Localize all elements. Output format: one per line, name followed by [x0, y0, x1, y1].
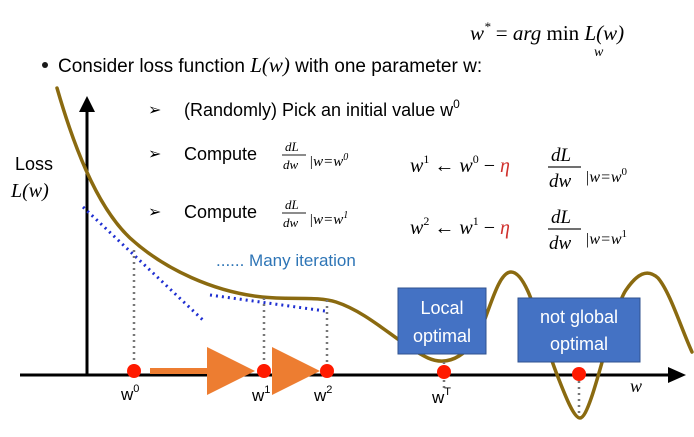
local-optimal-line2: optimal	[413, 326, 471, 346]
step-arrow: ➢	[148, 102, 161, 119]
point-wt	[437, 365, 451, 379]
step-3-cond: |w=w1	[309, 210, 348, 228]
step-2-cond: |w=w0	[309, 152, 348, 170]
rule-2-num: dL	[551, 207, 571, 228]
point-w2	[320, 364, 334, 378]
point-w0	[127, 364, 141, 378]
local-optimal-box	[397, 287, 487, 355]
bullet-dot	[42, 62, 48, 68]
objective-formula: w* = arg min L(w)	[470, 19, 624, 45]
update-rule-2: w2 ← w1 − η	[410, 214, 510, 239]
objective-formula-subscript: w	[594, 45, 604, 60]
point-nonglobal	[572, 367, 586, 381]
step-2-num: dL	[285, 139, 299, 154]
step-3-text: Compute	[184, 202, 257, 222]
label-wt: wT	[431, 386, 451, 407]
update-rule-1: w1 ← w0 − η	[410, 152, 510, 177]
bullet-text: Consider loss function L(w) with one par…	[58, 53, 482, 77]
x-axis-label: w	[630, 376, 642, 396]
x-axis-arrowhead	[668, 367, 686, 383]
step-3-den: dw	[283, 215, 299, 230]
rule-1-cond: |w=w0	[585, 166, 628, 186]
step-2-text: Compute	[184, 144, 257, 164]
y-axis-label-func: L(w)	[10, 180, 49, 202]
label-w1: w1	[251, 384, 270, 405]
rule-2-cond: |w=w1	[585, 228, 627, 248]
label-w2: w2	[313, 384, 332, 405]
not-global-line2: optimal	[550, 334, 608, 354]
tangent-line-w1	[209, 293, 326, 313]
rule-1-num: dL	[551, 145, 571, 166]
not-global-line1: not global	[540, 307, 618, 327]
point-w1	[257, 364, 271, 378]
step-arrow: ➢	[148, 204, 161, 221]
y-axis-arrowhead	[79, 96, 95, 112]
label-w0: w0	[120, 383, 139, 404]
y-axis-label: Loss	[15, 154, 53, 174]
step-3-num: dL	[285, 197, 299, 212]
rule-2-den: dw	[549, 233, 572, 254]
step-arrow: ➢	[148, 146, 161, 163]
iteration-note: ...... Many iteration	[216, 251, 356, 270]
step-2-den: dw	[283, 157, 299, 172]
local-optimal-line1: Local	[420, 298, 463, 318]
not-global-optimal-box	[517, 297, 641, 363]
step-1-text: (Randomly) Pick an initial value w0	[184, 97, 460, 120]
rule-1-den: dw	[549, 171, 572, 192]
tangent-line-w0	[81, 205, 207, 324]
